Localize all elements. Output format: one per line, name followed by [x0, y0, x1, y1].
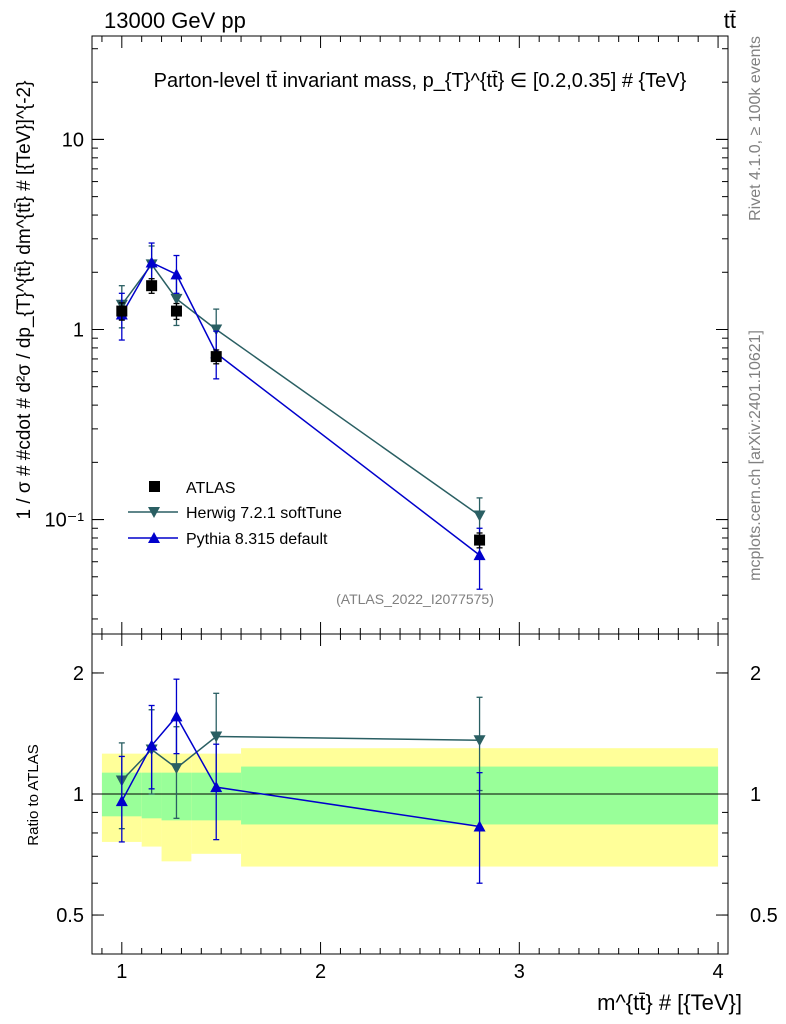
- x-tick-label: 4: [713, 961, 724, 983]
- main-panel: 10⁻¹ 1 10 Parton-level tt̄ invariant mass,…: [14, 35, 729, 635]
- ratio-y-axis-label: Ratio to ATLAS: [25, 744, 42, 845]
- legend-marker-atlas: [149, 481, 160, 492]
- ratio-y-tick-label-right: 2: [750, 663, 761, 685]
- ratio-y-tick-label: 2: [73, 663, 84, 685]
- ratio-y-tick-label: 0.5: [56, 905, 84, 927]
- main-point-pythia: [145, 256, 158, 268]
- ratio-point-herwig: [210, 731, 223, 743]
- ratio-uncertainty-bands: [101, 748, 719, 867]
- ratio-point-herwig: [170, 763, 183, 775]
- main-point-atlas: [170, 305, 182, 317]
- analysis-watermark: (ATLAS_2022_I2077575): [336, 591, 494, 607]
- main-y-tick-label: 10⁻¹: [45, 510, 85, 532]
- main-point-atlas: [146, 280, 158, 292]
- legend-entry-atlas: ATLAS: [149, 480, 236, 497]
- legend-label-pythia: Pythia 8.315 default: [186, 531, 328, 548]
- main-axes: 10⁻¹ 1 10: [45, 36, 728, 634]
- legend-marker-pythia: [148, 532, 160, 543]
- main-point-pythia: [473, 549, 486, 561]
- main-point-atlas: [210, 351, 222, 363]
- ratio-point-pythia: [145, 739, 158, 751]
- ratio-y-tick-label-right: 0.5: [750, 905, 778, 927]
- main-point-atlas: [116, 305, 128, 317]
- main-point-atlas: [474, 534, 486, 546]
- x-axis-label: m^{tt̄} # [{TeV}]: [597, 990, 742, 1015]
- ratio-band-inner: [141, 772, 162, 819]
- main-point-pythia: [170, 268, 183, 280]
- x-tick-label: 3: [514, 961, 525, 983]
- legend-label-atlas: ATLAS: [186, 480, 236, 497]
- ratio-point-pythia: [170, 710, 183, 722]
- header-process-label: tt̄: [724, 8, 736, 33]
- ratio-point-herwig: [473, 735, 486, 747]
- legend: ATLAS Herwig 7.2.1 softTune Pythia 8.315…: [128, 480, 342, 548]
- legend-entry-herwig: Herwig 7.2.1 softTune: [128, 505, 342, 522]
- main-plot-content: [115, 242, 486, 590]
- legend-entry-pythia: Pythia 8.315 default: [128, 531, 328, 548]
- mcplots-label: mcplots.cern.ch [arXiv:2401.10621]: [747, 330, 764, 581]
- main-y-tick-label: 1: [73, 319, 84, 341]
- ratio-panel: 1 2 3 4 0.5 0.5 1 1 2 2 Ratio to ATLAS: [25, 633, 778, 983]
- ratio-point-pythia: [210, 781, 223, 793]
- main-point-herwig: [473, 510, 486, 522]
- x-tick-label: 1: [116, 961, 127, 983]
- ratio-plot-content: [92, 678, 728, 884]
- main-y-axis-label: 1 / σ # #cdot # d²σ / dp_{T}^{tt̄} dm^{t…: [14, 81, 35, 520]
- ratio-y-tick-label-right: 1: [750, 784, 761, 806]
- ratio-point-pythia: [473, 820, 486, 832]
- main-y-tick-label: 10: [62, 129, 84, 151]
- main-point-herwig: [170, 293, 183, 305]
- legend-marker-herwig: [148, 507, 160, 518]
- ratio-point-pythia: [115, 795, 128, 807]
- x-tick-label: 2: [315, 961, 326, 983]
- header-energy-label: 13000 GeV pp: [104, 8, 246, 33]
- ratio-y-tick-label: 1: [73, 784, 84, 806]
- ratio-axes: 1 2 3 4 0.5 0.5 1 1 2 2: [56, 634, 778, 983]
- legend-label-herwig: Herwig 7.2.1 softTune: [186, 505, 342, 522]
- rivet-version-label: Rivet 4.1.0, ≥ 100k events: [747, 36, 764, 221]
- plot-title: Parton-level tt̄ invariant mass, p_{T}^{…: [154, 70, 687, 92]
- main-point-herwig: [210, 324, 223, 336]
